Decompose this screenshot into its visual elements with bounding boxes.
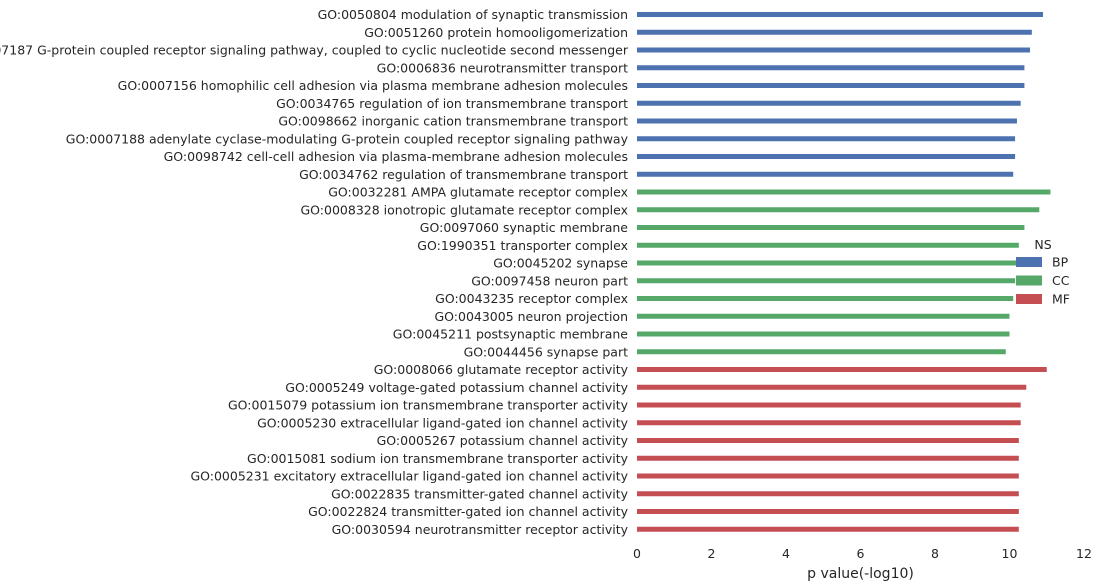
bar-8 [637,136,1016,142]
bar-21 [637,367,1047,372]
category-label-22: GO:0005249 voltage-gated potassium chann… [285,380,628,395]
x-tick-label: 12 [1076,546,1092,561]
bar-16 [637,278,1016,284]
category-label-21: GO:0008066 glutamate receptor activity [374,362,629,377]
x-tick-label: 8 [931,546,939,561]
category-label-5: GO:0007156 homophilic cell adhesion via … [118,78,628,93]
category-label-2: GO:0051260 protein homooligomerization [364,25,628,40]
bar-15 [637,260,1017,266]
bar-28 [637,491,1019,497]
legend-swatch-bp [1016,257,1042,267]
category-label-14: GO:1990351 transporter complex [417,238,628,253]
bar-25 [637,438,1019,443]
category-label-13: GO:0097060 synaptic membrane [420,220,629,235]
legend-title: NS [1034,237,1051,252]
x-tick-label: 2 [708,546,716,561]
x-tick-label: 10 [1002,546,1018,561]
bar-3 [637,47,1030,53]
category-label-30: GO:0030594 neurotransmitter receptor act… [332,522,629,537]
bar-22 [637,384,1027,390]
category-label-28: GO:0022835 transmitter-gated channel act… [331,486,628,501]
category-label-15: GO:0045202 synapse [493,256,628,271]
category-label-10: GO:0034762 regulation of transmembrane t… [299,167,628,182]
category-label-24: GO:0005230 extracellular ligand-gated io… [257,415,629,430]
category-label-29: GO:0022824 transmitter-gated ion channel… [308,504,629,519]
bar-12 [637,207,1040,213]
x-tick-label: 4 [782,546,790,561]
bar-26 [637,455,1019,461]
category-label-25: GO:0005267 potassium channel activity [377,433,629,448]
legend-label-mf: MF [1052,292,1070,307]
bar-14 [637,242,1019,248]
bar-2 [637,29,1032,35]
category-label-20: GO:0044456 synapse part [464,344,628,359]
bar-18 [637,313,1010,319]
category-label-17: GO:0043235 receptor complex [435,291,628,306]
bar-30 [637,526,1019,532]
bar-4 [637,65,1025,71]
bar-9 [637,154,1016,159]
bars-layer [637,12,1051,532]
x-axis-title: p value(-log10) [807,566,914,582]
bar-23 [637,402,1021,408]
category-label-27: GO:0005231 excitatory extracellular liga… [190,469,628,484]
category-label-4: GO:0006836 neurotransmitter transport [377,60,628,75]
category-label-1: GO:0050804 modulation of synaptic transm… [318,7,628,22]
category-label-23: GO:0015079 potassium ion transmembrane t… [228,398,629,413]
legend-swatch-mf [1016,294,1042,304]
bar-24 [637,420,1021,426]
bar-1 [637,12,1044,17]
bar-13 [637,225,1025,230]
bar-20 [637,349,1006,355]
bar-5 [637,83,1025,88]
category-label-18: GO:0043005 neuron projection [434,309,628,324]
bar-7 [637,118,1017,124]
category-label-6: GO:0034765 regulation of ion transmembra… [276,96,628,111]
bar-6 [637,100,1021,106]
legend: NS BP CC MF [1016,237,1070,307]
x-tick-label: 6 [857,546,865,561]
category-labels: GO:0050804 modulation of synaptic transm… [0,7,629,537]
x-tick-label: 0 [633,546,641,561]
category-label-12: GO:0008328 ionotropic glutamate receptor… [301,202,629,217]
category-label-7: GO:0098662 inorganic cation transmembran… [278,114,628,129]
legend-label-cc: CC [1052,273,1070,288]
category-label-9: GO:0098742 cell-cell adhesion via plasma… [164,149,628,164]
category-label-11: GO:0032281 AMPA glutamate receptor compl… [328,185,628,200]
bar-10 [637,171,1014,177]
category-label-16: GO:0097458 neuron part [471,273,628,288]
category-label-26: GO:0015081 sodium ion transmembrane tran… [247,451,629,466]
category-label-8: GO:0007188 adenylate cyclase-modulating … [66,131,629,146]
category-label-3: GO:0007187 G-protein coupled receptor si… [0,43,629,58]
bar-11 [637,189,1051,195]
bar-19 [637,331,1010,337]
legend-swatch-cc [1016,275,1042,286]
category-label-19: GO:0045211 postsynaptic membrane [393,327,629,342]
bar-29 [637,509,1019,514]
legend-label-bp: BP [1052,255,1069,270]
x-axis: 0 2 4 6 8 10 12 [633,546,1092,561]
bar-27 [637,473,1019,479]
bar-17 [637,296,1014,301]
